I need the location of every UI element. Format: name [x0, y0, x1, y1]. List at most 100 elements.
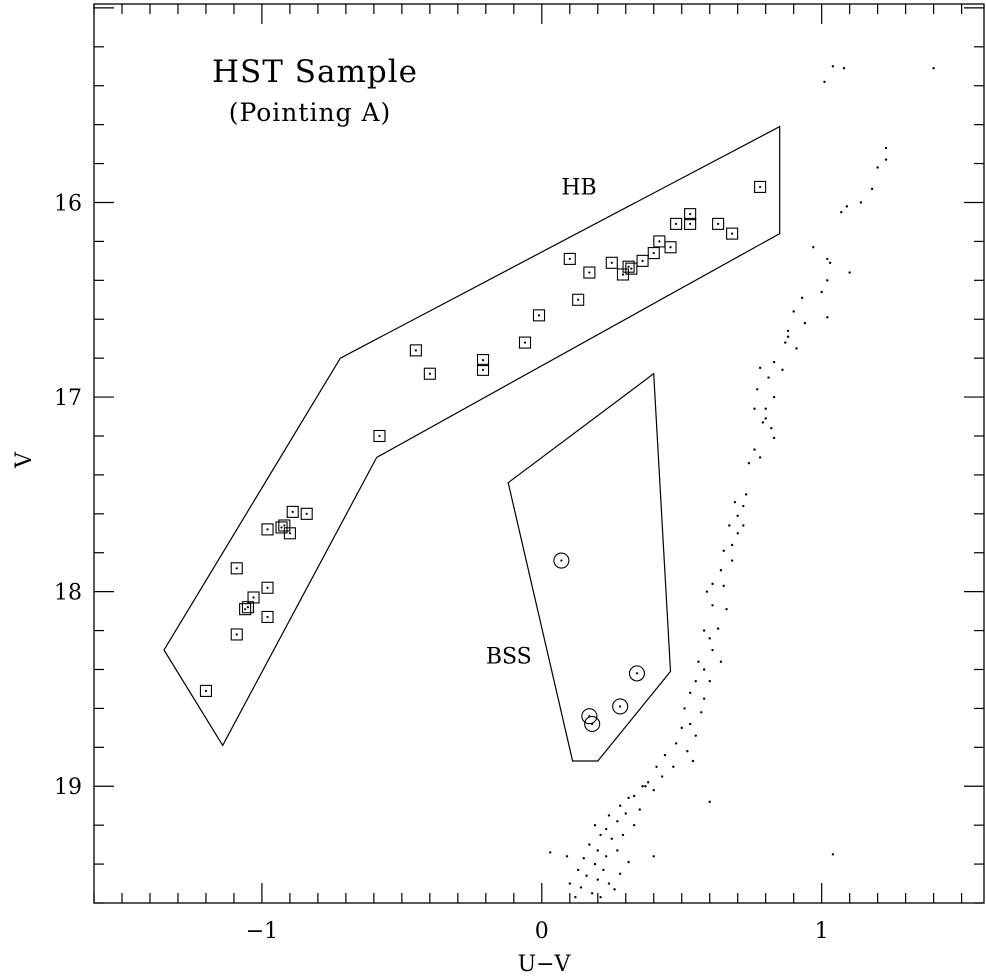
square-marker	[261, 610, 274, 624]
star-dot	[711, 648, 714, 652]
star-dot	[742, 504, 745, 508]
star-dot	[711, 582, 714, 586]
square-marker	[605, 256, 618, 269]
hb-star-marker	[230, 628, 243, 641]
circle-marker	[553, 552, 570, 569]
star-dot	[604, 827, 608, 831]
star-dot	[618, 804, 622, 807]
square-marker	[230, 628, 243, 641]
center-dot	[759, 185, 762, 189]
center-dot	[689, 222, 692, 225]
y-axis-title: V	[12, 451, 37, 469]
star-dot	[616, 820, 619, 823]
star-dot	[582, 857, 585, 860]
star-dot	[702, 668, 706, 671]
hb-star-marker	[712, 217, 725, 230]
square-marker	[684, 217, 697, 230]
bss-star-marker	[584, 715, 601, 733]
center-dot	[568, 257, 571, 261]
square-marker	[532, 309, 546, 322]
star-dot	[733, 500, 737, 504]
hb-star-marker	[199, 684, 212, 697]
square-marker	[261, 581, 274, 594]
square-marker	[583, 266, 596, 279]
star-dot	[719, 569, 723, 572]
star-dot	[772, 360, 776, 364]
star-dot	[610, 837, 613, 840]
hb-star-marker	[583, 266, 596, 279]
center-dot	[675, 222, 678, 225]
center-dot	[481, 358, 485, 362]
star-dot	[716, 627, 720, 630]
selection-regions: HB BSS	[163, 125, 781, 762]
square-marker	[373, 429, 386, 443]
hb-star-marker	[636, 254, 649, 267]
star-dot	[686, 750, 689, 753]
hb-star-marker	[423, 367, 436, 380]
star-dot	[859, 201, 863, 204]
center-dot	[305, 512, 308, 515]
center-dot	[414, 349, 417, 352]
star-dot	[764, 407, 767, 410]
star-dot	[548, 851, 552, 854]
hb-star-marker	[647, 247, 660, 260]
star-dot	[585, 874, 588, 877]
star-dot	[772, 395, 776, 399]
circle-marker	[628, 665, 646, 682]
center-dot	[244, 608, 247, 611]
circle-marker	[581, 708, 598, 725]
center-dot	[428, 372, 431, 375]
star-dot	[786, 329, 790, 333]
star-dot	[621, 833, 625, 837]
star-dot	[742, 524, 745, 527]
square-marker	[563, 252, 576, 265]
hb-star-marker	[670, 217, 683, 230]
star-dot	[593, 823, 597, 827]
hb-star-marker	[664, 241, 677, 254]
star-dot	[599, 833, 602, 837]
hb-star-marker	[230, 562, 243, 575]
hb-star-marker	[572, 293, 585, 306]
hb-star-marker	[261, 523, 274, 536]
bss-star-marker	[612, 698, 629, 715]
star-dot	[756, 388, 759, 391]
x-tick-label: −1	[246, 919, 278, 944]
star-dot	[800, 296, 804, 300]
star-dot	[870, 187, 874, 191]
center-dot	[291, 510, 294, 513]
star-dot	[722, 549, 725, 552]
center-dot	[588, 271, 591, 274]
star-dot	[596, 849, 599, 852]
square-marker	[754, 180, 767, 193]
center-dot	[252, 596, 255, 599]
center-dot	[619, 705, 622, 708]
star-dot	[579, 886, 583, 889]
star-dot	[574, 895, 577, 899]
x-tick-label: 1	[815, 919, 829, 944]
y-tick-label: 17	[54, 386, 82, 411]
y-tick-label: 18	[54, 581, 82, 606]
star-dot	[758, 366, 762, 370]
star-dot	[842, 67, 846, 70]
bss-star-marker	[553, 552, 570, 569]
star-dot	[607, 814, 611, 817]
plot-frame	[93, 3, 985, 904]
star-dot	[840, 211, 843, 214]
star-dot	[831, 65, 835, 68]
square-marker	[622, 260, 635, 273]
square-marker	[726, 227, 739, 240]
hb-star-marker	[754, 180, 767, 193]
star-dot	[646, 781, 650, 784]
center-dot	[630, 267, 633, 270]
center-dot	[235, 567, 238, 570]
star-dot	[761, 421, 765, 424]
center-dot	[204, 689, 208, 692]
star-dot	[627, 796, 630, 800]
star-dot	[627, 860, 630, 864]
center-dot	[641, 259, 644, 262]
axis-labels: −1 0 1 16 17 18 19	[54, 191, 829, 944]
square-marker	[409, 344, 422, 357]
center-dot	[537, 314, 541, 317]
star-dot	[607, 882, 611, 885]
square-marker	[647, 247, 660, 260]
